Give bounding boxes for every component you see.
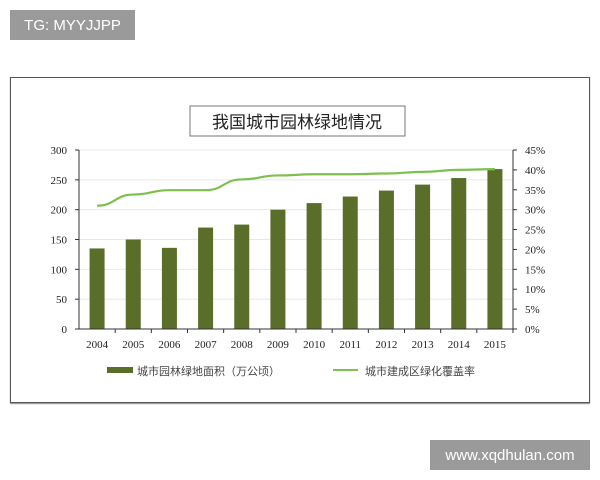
chart-frame [10,77,590,403]
x-tick-label: 2006 [158,339,181,351]
x-tick-label: 2011 [339,339,361,351]
bar-2012 [378,190,394,329]
right-tick-label: 0% [525,324,540,336]
right-tick-label: 40% [525,165,545,177]
right-tick-label: 20% [525,244,545,256]
legend: 城市园林绿地面积（万公顷） 城市建成区绿化覆盖率 [107,364,475,378]
x-tick-label: 2013 [412,339,435,351]
left-tick-label: 150 [51,235,68,247]
right-tick-label: 30% [525,205,545,217]
x-tick-label: 2007 [195,339,218,351]
left-tick-label: 100 [51,264,68,276]
bar-2013 [415,184,431,329]
x-tick-label: 2009 [267,339,290,351]
right-tick-label: 35% [525,185,545,197]
chart-title: 我国城市园林绿地情况 [212,113,382,133]
bar-2014 [451,178,467,329]
x-tick-label: 2008 [231,339,254,351]
x-tick-label: 2012 [375,339,397,351]
bar-2009 [270,209,286,329]
watermark-bottom-right: www.xqdhulan.com [430,440,590,470]
right-tick-label: 10% [525,284,545,296]
coverage-line [97,167,495,207]
right-tick-label: 25% [525,225,545,237]
legend-line-label: 城市建成区绿化覆盖率 [365,364,475,378]
bar-2004 [89,248,105,329]
bar-2007 [198,227,214,329]
x-tick-label: 2010 [303,339,326,351]
bar-2011 [342,196,358,329]
left-tick-label: 50 [56,294,68,306]
left-tick-label: 250 [51,175,68,187]
bar-2015 [487,169,503,329]
right-tick-label: 5% [525,304,540,316]
legend-bar-swatch [107,367,133,373]
bar-2006 [161,247,177,329]
bar-2010 [306,203,322,329]
left-tick-label: 0 [62,324,68,336]
left-tick-label: 300 [51,145,68,157]
x-tick-label: 2004 [86,339,109,351]
right-tick-label: 45% [525,145,545,157]
watermark-top-left: TG: MYYJJPP [10,10,135,40]
bar-2005 [125,239,141,329]
x-tick-label: 2005 [122,339,145,351]
right-tick-label: 15% [525,264,545,276]
x-tick-label: 2014 [448,339,471,351]
legend-bar-label: 城市园林绿地面积（万公顷） [137,364,280,378]
bar-2008 [234,224,250,329]
x-tick-label: 2015 [484,339,507,351]
left-tick-label: 200 [51,205,68,217]
title-box [189,105,406,137]
